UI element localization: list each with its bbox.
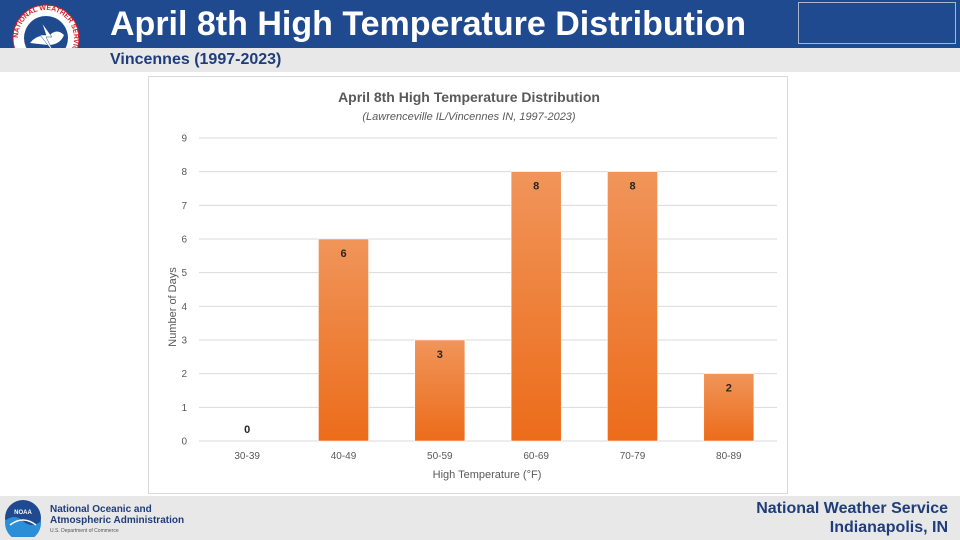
chart-panel: April 8th High Temperature Distribution …: [148, 76, 788, 494]
y-tick-label: 7: [181, 201, 187, 212]
bar-value-label: 2: [726, 383, 732, 395]
y-tick-label: 0: [181, 437, 187, 448]
bar-chart: April 8th High Temperature Distribution …: [167, 89, 777, 481]
y-tick-label: 2: [181, 369, 187, 380]
nws-office-line1: National Weather Service: [756, 500, 948, 517]
bar: [607, 171, 658, 442]
bar: [318, 238, 369, 442]
noaa-dept: U.S. Department of Commerce: [50, 528, 119, 534]
header-box: [798, 2, 956, 44]
y-tick-label: 9: [181, 134, 187, 145]
subtitle-bar: Vincennes (1997-2023): [0, 48, 960, 72]
chart-subtitle: (Lawrenceville IL/Vincennes IN, 1997-202…: [362, 111, 576, 123]
bar: [703, 373, 755, 442]
y-tick-label: 5: [181, 268, 187, 279]
y-tick-label: 4: [181, 302, 187, 313]
bar-value-label: 0: [244, 424, 250, 436]
x-axis-label: High Temperature (°F): [433, 469, 542, 481]
noaa-logo: NOAA: [5, 500, 41, 537]
y-tick-label: 1: [181, 403, 187, 414]
page-subtitle: Vincennes (1997-2023): [110, 51, 282, 68]
chart-title: April 8th High Temperature Distribution: [338, 89, 600, 105]
noaa-name-line1: National Oceanic and: [50, 504, 152, 515]
page-title: April 8th High Temperature Distribution: [110, 5, 746, 43]
x-tick-label: 60-69: [523, 451, 549, 462]
bar-value-label: 6: [340, 248, 346, 260]
nws-office-line2: Indianapolis, IN: [829, 519, 948, 536]
y-tick-label: 6: [181, 235, 187, 246]
x-tick-label: 50-59: [427, 451, 453, 462]
x-tick-label: 30-39: [234, 451, 260, 462]
bar: [510, 171, 562, 442]
noaa-name-line2: Atmospheric Administration: [50, 515, 185, 526]
x-tick-label: 80-89: [716, 451, 742, 462]
noaa-logo-text: NOAA: [14, 510, 32, 516]
y-tick-label: 8: [181, 167, 187, 178]
footer-bar: NOAA National Oceanic and Atmospheric Ad…: [0, 496, 960, 540]
y-axis-label: Number of Days: [167, 267, 179, 347]
bar: [414, 339, 466, 442]
y-tick-label: 3: [181, 336, 187, 347]
bar-value-label: 8: [629, 181, 635, 193]
x-tick-label: 70-79: [620, 451, 646, 462]
header-bar: NATIONAL WEATHER SERVICE April 8th High …: [0, 0, 960, 72]
x-tick-label: 40-49: [331, 451, 357, 462]
bar-value-label: 8: [533, 181, 539, 193]
bar-value-label: 3: [437, 349, 443, 361]
